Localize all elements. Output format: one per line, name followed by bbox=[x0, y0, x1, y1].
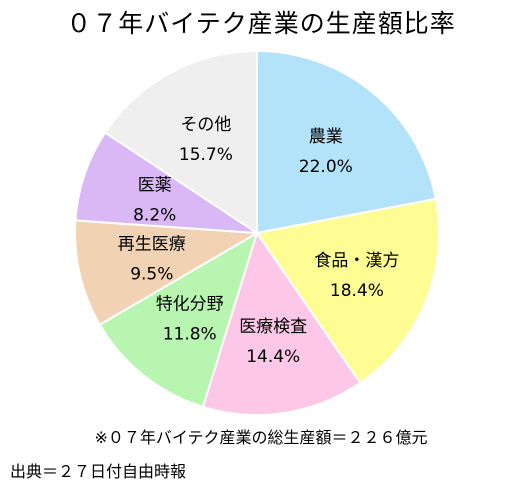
pie-slice bbox=[256, 49, 437, 235]
pie-slices bbox=[74, 49, 440, 417]
slice-value-label: 14.4% bbox=[246, 347, 300, 367]
slice-value-label: 11.8% bbox=[163, 325, 217, 345]
slice-name-label: その他 bbox=[180, 115, 231, 135]
pie-slice bbox=[74, 131, 261, 235]
slice-name-label: 医薬 bbox=[138, 175, 172, 195]
slice-value-label: 9.5% bbox=[130, 265, 173, 285]
slice-name-label: 特化分野 bbox=[156, 295, 224, 315]
slice-name-label: 食品・漢方 bbox=[314, 251, 399, 271]
slice-name-label: 農業 bbox=[309, 127, 343, 147]
slice-value-label: 8.2% bbox=[133, 205, 176, 225]
pie-slice bbox=[103, 49, 258, 235]
slice-value-label: 15.7% bbox=[179, 145, 233, 165]
slice-name-label: 医療検査 bbox=[239, 317, 307, 337]
slice-value-label: 18.4% bbox=[330, 281, 384, 301]
slice-value-label: 22.0% bbox=[299, 157, 353, 177]
pie-slice bbox=[201, 230, 362, 417]
source-note: 出典＝２７日付自由時報 bbox=[10, 462, 187, 481]
slice-name-label: 再生医療 bbox=[118, 235, 186, 255]
footnote: ※０７年バイテク産業の総生産額＝２２６億元 bbox=[94, 428, 428, 447]
pie-slice bbox=[74, 219, 261, 327]
chart-title: ０７年バイテク産業の生産額比率 bbox=[66, 9, 456, 38]
pie-slice bbox=[255, 197, 440, 385]
pie-labels: 農業 22.0% 食品・漢方 18.4% 医療検査 14.4% 特化分野 11.8% 再生医療 9… bbox=[118, 115, 400, 367]
pie-slice bbox=[98, 230, 259, 409]
